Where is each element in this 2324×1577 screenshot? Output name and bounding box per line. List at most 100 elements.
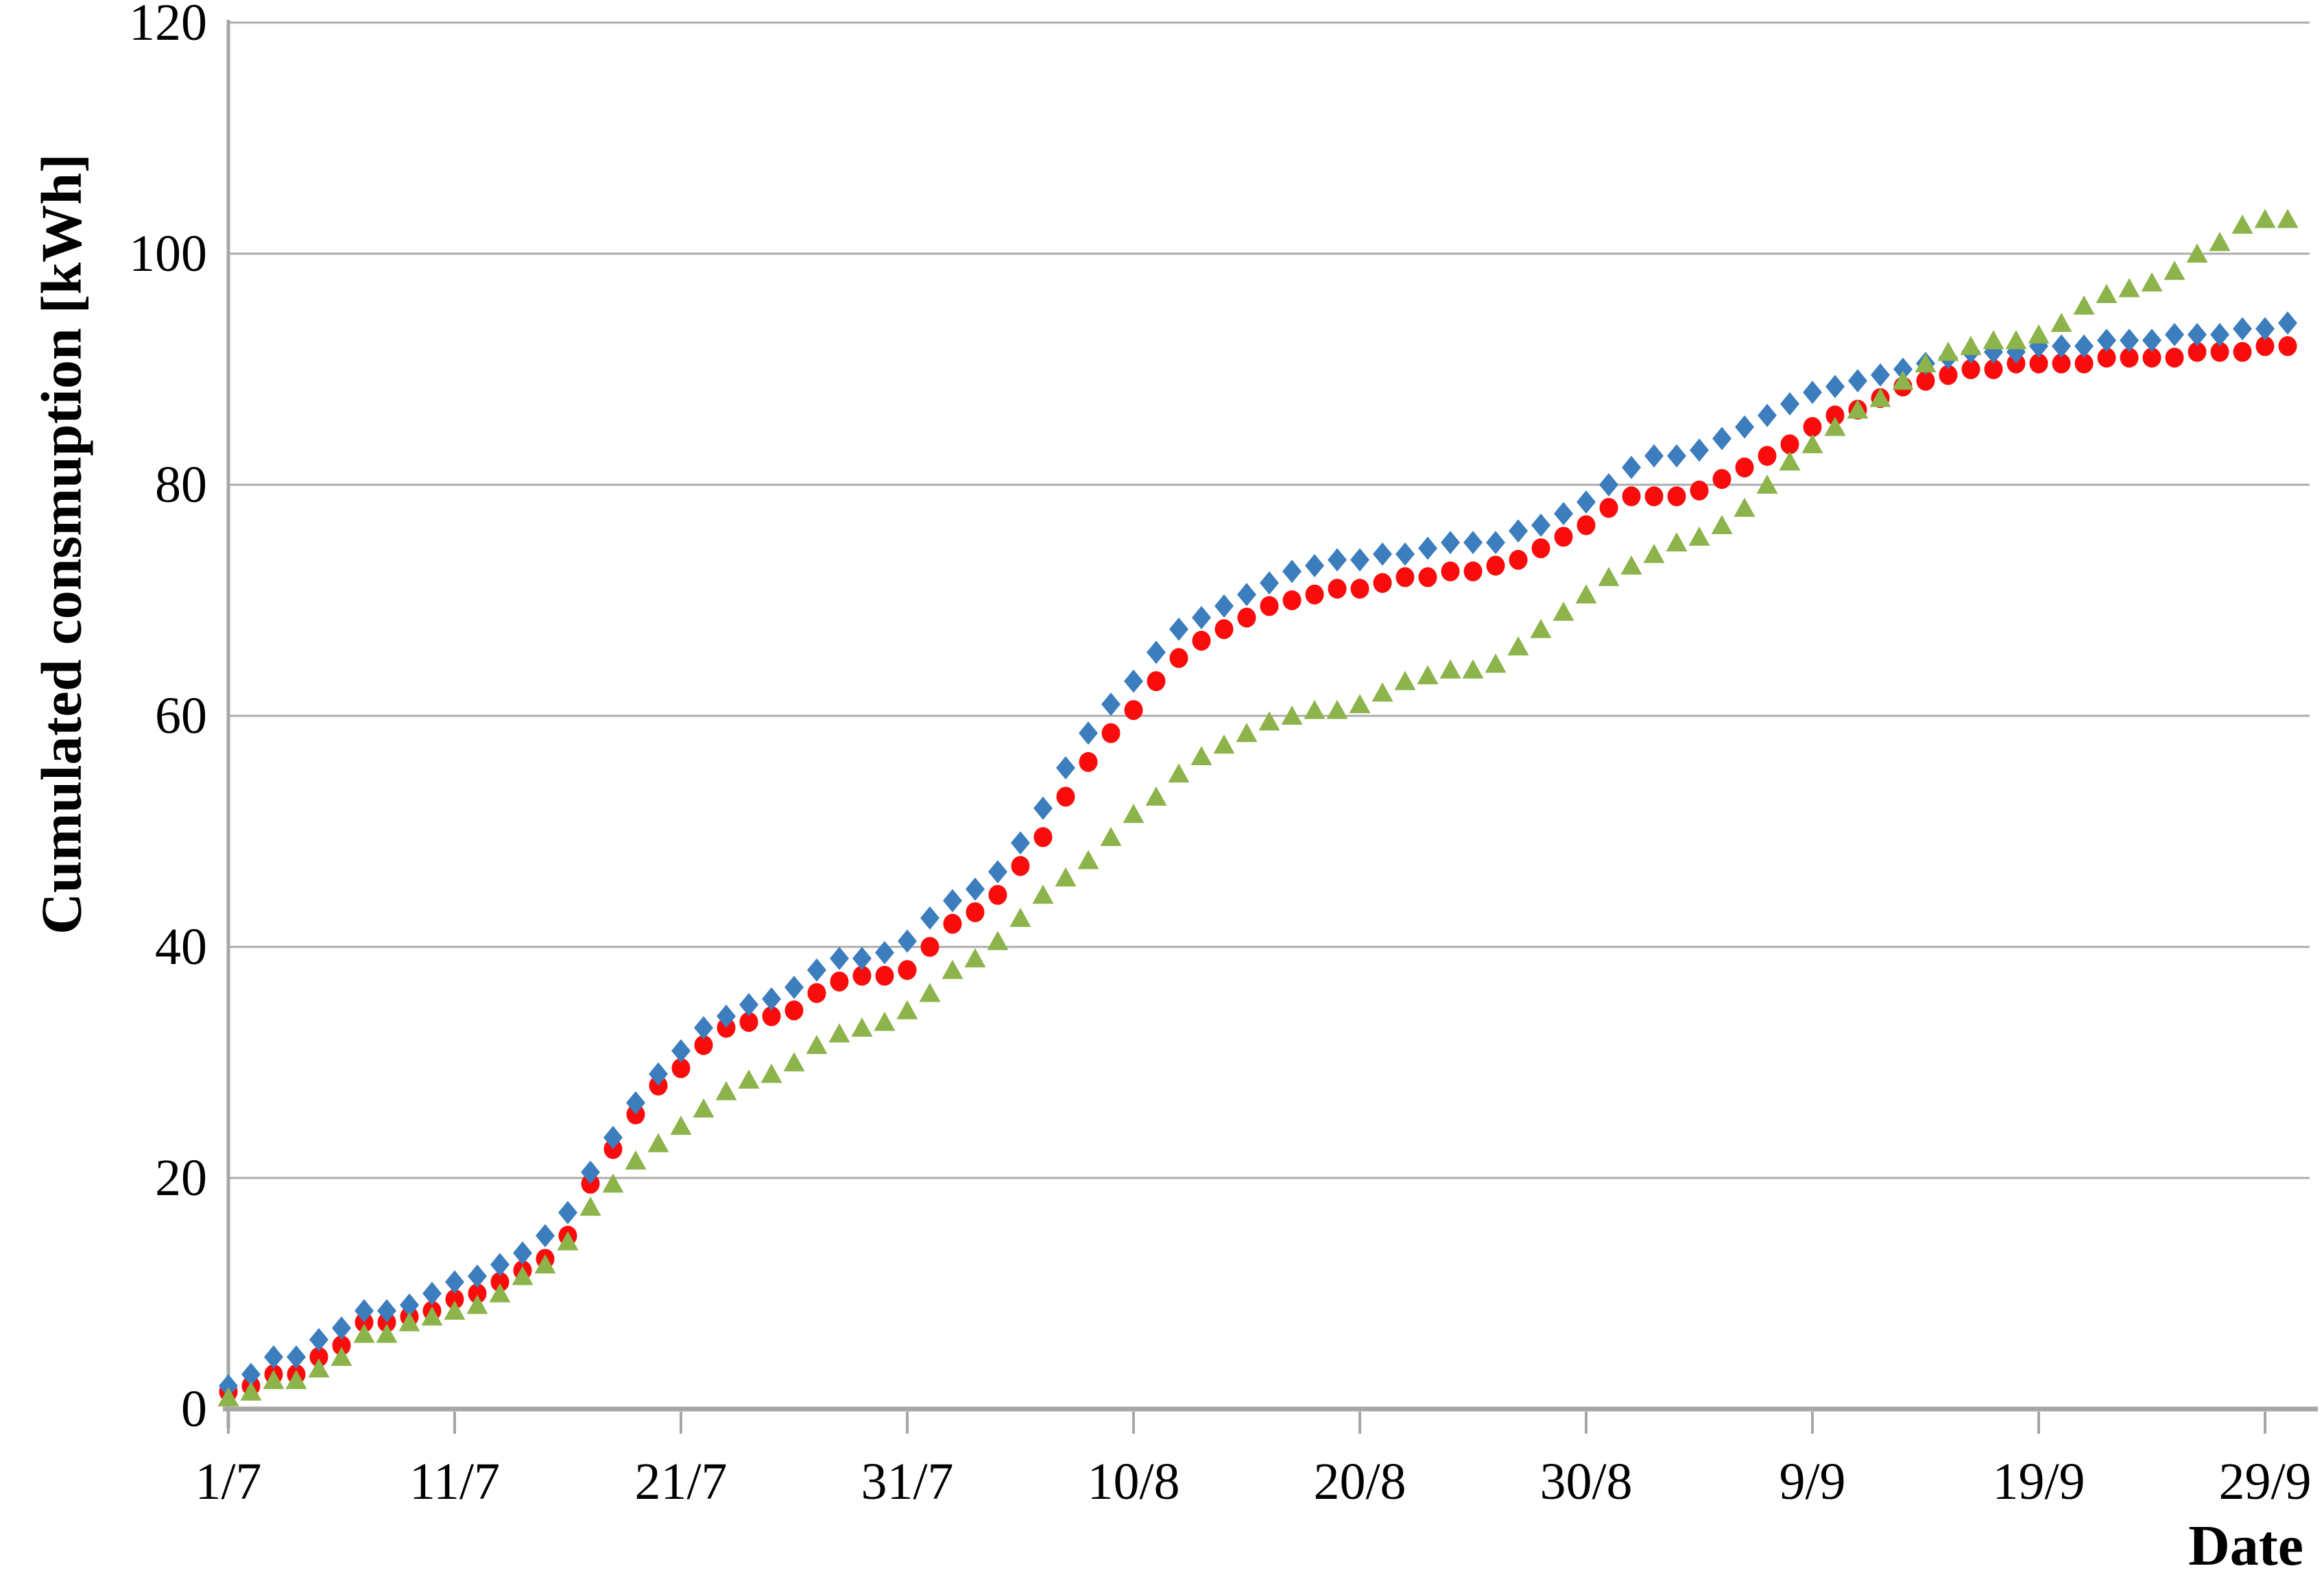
data-point-circle <box>2142 348 2161 368</box>
data-point-triangle <box>1236 723 1258 743</box>
data-point-triangle <box>647 1133 669 1153</box>
data-point-circle <box>671 1058 691 1079</box>
data-point-diamond <box>1803 381 1822 405</box>
y-tick-label: 100 <box>129 225 207 282</box>
data-point-diamond <box>445 1270 464 1294</box>
data-point-circle <box>1577 515 1596 535</box>
data-point-triangle <box>1394 671 1416 690</box>
data-point-diamond <box>1712 426 1732 450</box>
data-point-diamond <box>1011 831 1030 855</box>
data-point-triangle <box>376 1323 398 1343</box>
data-point-circle <box>1486 555 1505 576</box>
data-point-circle <box>762 1006 781 1026</box>
data-point-triangle <box>2231 214 2253 234</box>
data-point-diamond <box>1825 374 1845 398</box>
data-point-circle <box>1463 561 1483 581</box>
data-point-triangle <box>1485 653 1507 673</box>
data-point-triangle <box>1462 659 1484 679</box>
data-point-diamond <box>603 1126 623 1150</box>
data-point-diamond <box>2233 317 2252 341</box>
data-point-triangle <box>1892 370 1914 390</box>
data-point-triangle <box>715 1081 737 1100</box>
data-point-diamond <box>355 1299 374 1323</box>
data-point-diamond <box>400 1293 419 1317</box>
data-point-diamond <box>264 1345 283 1369</box>
data-point-triangle <box>670 1116 692 1135</box>
data-point-triangle <box>625 1150 647 1170</box>
data-point-triangle <box>1598 566 1620 586</box>
data-point-circle <box>2188 341 2207 362</box>
data-point-triangle <box>1304 699 1326 719</box>
data-point-triangle <box>534 1254 556 1274</box>
data-point-circle <box>2052 353 2071 374</box>
data-point-diamond <box>332 1316 351 1340</box>
data-point-circle <box>490 1272 510 1292</box>
data-point-diamond <box>1780 392 1799 416</box>
data-point-circle <box>1169 648 1188 669</box>
data-point-circle <box>445 1289 464 1310</box>
data-point-triangle <box>1077 850 1099 869</box>
data-point-diamond <box>309 1327 328 1351</box>
data-point-triangle <box>1055 867 1077 887</box>
data-point-circle <box>1690 480 1709 501</box>
x-tick-label: 9/9 <box>1779 1453 1845 1510</box>
data-point-diamond <box>807 958 826 982</box>
data-point-circle <box>694 1035 713 1055</box>
data-point-circle <box>1509 550 1528 570</box>
data-point-diamond <box>1441 531 1460 555</box>
data-point-circle <box>830 972 849 992</box>
data-point-triangle <box>2005 330 2027 350</box>
data-point-triangle <box>2209 232 2231 252</box>
data-point-triangle <box>1666 532 1688 552</box>
data-point-circle <box>739 1012 758 1033</box>
data-point-diamond <box>2188 322 2207 346</box>
data-point-circle <box>1961 359 1980 379</box>
data-point-triangle <box>1779 451 1801 471</box>
data-point-diamond <box>1599 473 1618 496</box>
data-point-triangle <box>579 1196 601 1216</box>
data-point-circle <box>1780 434 1799 455</box>
data-point-triangle <box>942 959 963 979</box>
x-tick-label: 11/7 <box>409 1453 500 1510</box>
data-point-circle <box>1124 700 1143 721</box>
data-point-triangle <box>1032 884 1054 904</box>
data-point-circle <box>943 913 962 934</box>
data-point-circle <box>1056 786 1075 807</box>
data-point-circle <box>2074 353 2094 374</box>
data-point-diamond <box>1395 542 1415 566</box>
data-point-diamond <box>694 1015 713 1039</box>
data-point-triangle <box>1575 584 1597 604</box>
data-point-circle <box>1214 619 1234 640</box>
data-point-circle <box>2165 348 2184 368</box>
data-point-circle <box>1033 827 1053 847</box>
data-point-diamond <box>1192 605 1211 629</box>
data-point-diamond <box>626 1091 645 1115</box>
data-point-circle <box>1803 417 1822 437</box>
data-point-circle <box>1418 567 1437 588</box>
data-point-triangle <box>1530 618 1552 638</box>
data-point-circle <box>1644 486 1664 507</box>
data-point-circle <box>1328 579 1347 599</box>
data-point-circle <box>1667 486 1686 507</box>
data-point-circle <box>1101 723 1121 743</box>
data-point-triangle <box>806 1035 828 1055</box>
data-point-diamond <box>966 877 985 901</box>
data-point-circle <box>784 1000 804 1021</box>
data-point-circle <box>468 1284 487 1303</box>
data-point-diamond <box>2165 322 2184 346</box>
data-point-circle <box>1395 567 1415 588</box>
data-point-circle <box>2278 336 2297 357</box>
data-point-triangle <box>2186 243 2208 263</box>
data-point-triangle <box>1960 335 1982 355</box>
data-point-diamond <box>513 1241 532 1265</box>
data-point-circle <box>1237 607 1256 628</box>
data-point-triangle <box>1643 544 1665 564</box>
data-point-triangle <box>874 1011 896 1031</box>
data-point-circle <box>1554 527 1573 547</box>
data-point-triangle <box>489 1283 511 1303</box>
data-point-diamond <box>377 1299 396 1323</box>
y-axis-title: Cumulated consmuption [kWh] <box>29 154 94 935</box>
data-point-triangle <box>783 1052 805 1072</box>
data-point-triangle <box>828 1023 850 1043</box>
data-point-diamond <box>649 1062 668 1086</box>
